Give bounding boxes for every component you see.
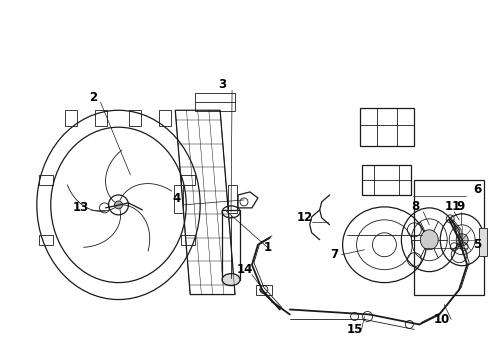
Text: 11: 11: [445, 201, 461, 213]
Text: 12: 12: [296, 211, 313, 224]
Text: 1: 1: [264, 241, 272, 254]
Bar: [415, 180, 484, 294]
Text: 10: 10: [434, 313, 450, 326]
Bar: [256, 285, 272, 294]
Bar: [174, 185, 183, 213]
Bar: [479, 228, 487, 256]
Text: 4: 4: [172, 193, 180, 206]
Text: 2: 2: [90, 91, 98, 104]
Bar: [39, 235, 53, 245]
Bar: [181, 235, 195, 245]
Bar: [222, 210, 240, 280]
Ellipse shape: [420, 230, 438, 250]
Text: 13: 13: [73, 201, 89, 215]
Bar: [95, 110, 106, 126]
Bar: [181, 175, 195, 185]
Text: 6: 6: [473, 184, 481, 197]
Ellipse shape: [222, 274, 240, 285]
Bar: [360, 108, 415, 146]
Bar: [129, 110, 142, 126]
Text: 8: 8: [411, 201, 419, 213]
Bar: [228, 185, 237, 213]
Bar: [195, 93, 235, 111]
Circle shape: [456, 234, 468, 246]
Text: 14: 14: [237, 263, 253, 276]
Text: 15: 15: [346, 323, 363, 336]
Text: 5: 5: [473, 238, 481, 251]
Bar: [39, 175, 53, 185]
Circle shape: [115, 201, 122, 209]
Text: 3: 3: [218, 78, 226, 91]
Bar: [65, 110, 76, 126]
Text: 9: 9: [456, 201, 465, 213]
Text: 7: 7: [331, 248, 339, 261]
Bar: [159, 110, 171, 126]
Bar: [362, 165, 412, 195]
